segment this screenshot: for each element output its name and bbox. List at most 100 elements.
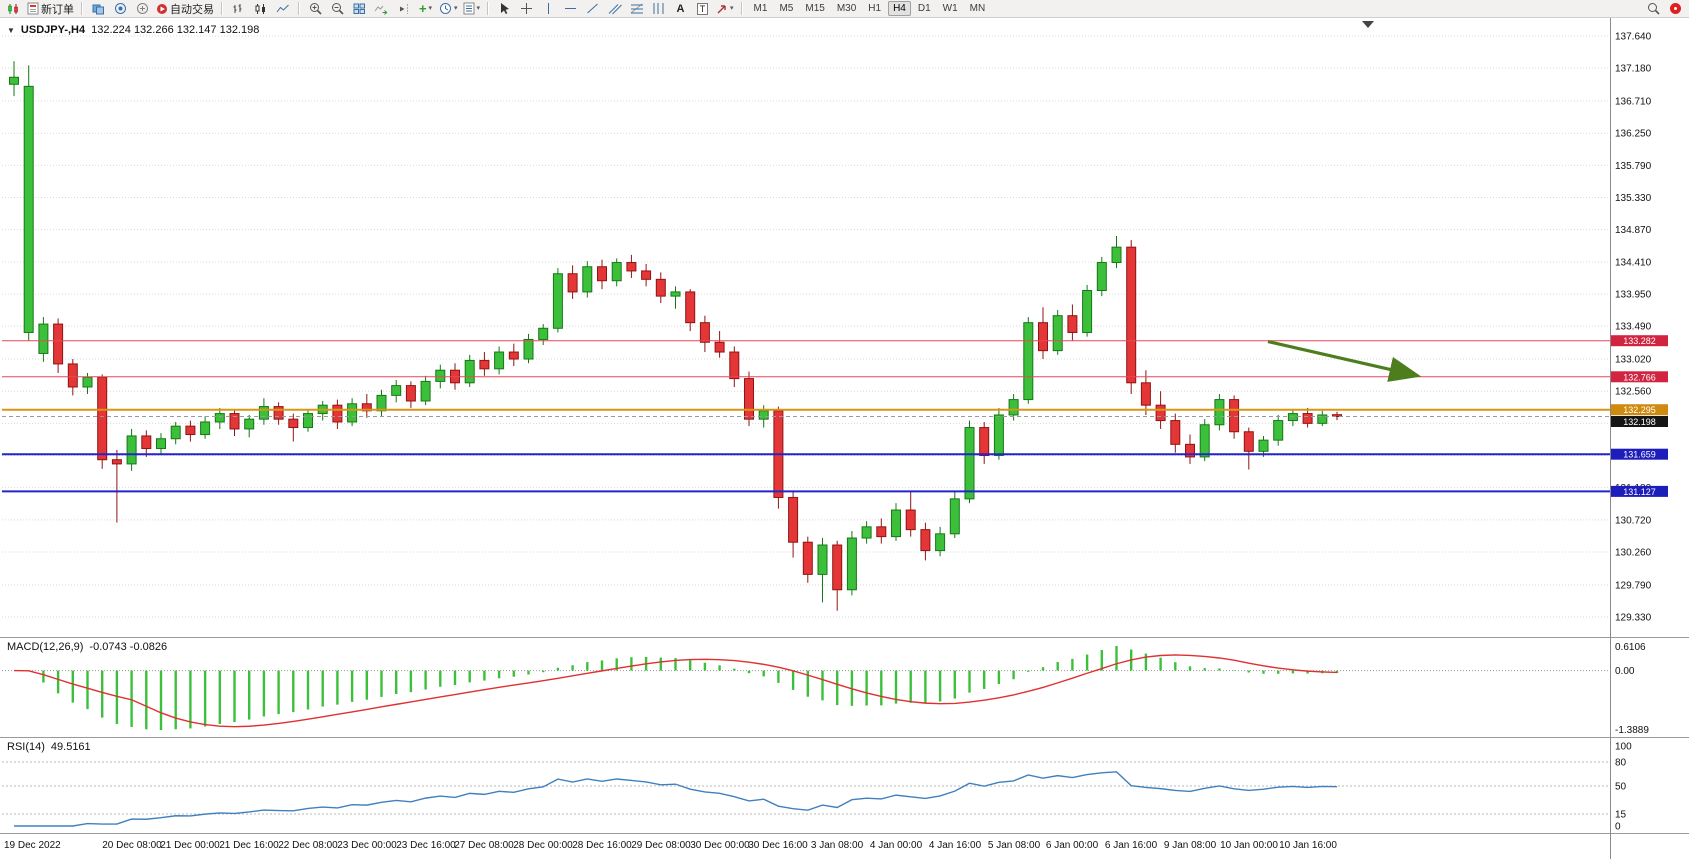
price-chart-panel[interactable]: 137.640 137.180 136.710 136.250 135.790 135.3… [0, 18, 1689, 637]
candle-body [758, 410, 769, 420]
indicators-button[interactable]: + ▾ [415, 1, 436, 17]
notification-button[interactable] [1665, 1, 1686, 17]
zoom-out-button[interactable] [327, 1, 348, 17]
rsi-panel[interactable]: 100 80 50 15 0 RSI(14) 49.5161 [0, 737, 1689, 833]
svg-text:-1.3889: -1.3889 [1615, 725, 1649, 736]
arrows-tool-button[interactable]: ▾ [714, 1, 736, 17]
candle-body [229, 413, 240, 430]
timeframe-m1-button[interactable]: M1 [753, 3, 768, 14]
candle-body [1273, 420, 1284, 441]
candle-body [729, 351, 740, 380]
rsi-header: RSI(14) 49.5161 [7, 741, 91, 753]
profiles-button[interactable] [88, 1, 109, 17]
candle-body [1052, 315, 1063, 352]
time-axis-label: 9 Jan 08:00 [1163, 840, 1217, 851]
search-button[interactable] [1643, 1, 1664, 17]
zoom-in-button[interactable] [305, 1, 326, 17]
trendline-tool-button[interactable] [582, 1, 603, 17]
timeframe-mn-button[interactable]: MN [969, 3, 986, 14]
chart-shift-button[interactable] [393, 1, 414, 17]
tile-windows-button[interactable] [349, 1, 370, 17]
candle-body [1155, 404, 1166, 422]
macd-values: -0.0743 -0.0826 [89, 641, 168, 653]
periods-button[interactable]: ▾ [437, 1, 460, 17]
price-chart-canvas[interactable]: 137.640 137.180 136.710 136.250 135.790 135.3… [0, 18, 1689, 637]
chart-window-icon[interactable] [3, 1, 24, 17]
svg-text:133.020: 133.020 [1615, 355, 1652, 366]
symbol-dropdown-icon[interactable]: ▼ [7, 26, 15, 35]
candle-body [1067, 315, 1078, 333]
crosshair-tool-button[interactable] [516, 1, 537, 17]
chevron-down-icon: ▾ [730, 5, 734, 12]
time-axis-label: 19 Dec 2022 [4, 840, 61, 851]
chart-shift-marker[interactable] [1362, 21, 1374, 28]
rsi-canvas[interactable]: 100 80 50 150 [0, 738, 1689, 833]
timeframe-w1-button[interactable]: W1 [942, 3, 958, 14]
line-chart-button[interactable] [272, 1, 293, 17]
trend-arrow-object[interactable] [1267, 339, 1422, 382]
price-tag: 132.766 [1611, 371, 1668, 383]
candle-body [9, 76, 19, 85]
fibonacci-tool-button[interactable] [626, 1, 647, 17]
time-axis-label: 6 Jan 00:00 [1045, 840, 1099, 851]
candle-body [699, 322, 710, 343]
vertical-line-tool-button[interactable] [538, 1, 559, 17]
svg-text:133.950: 133.950 [1615, 290, 1652, 301]
timeframe-h4-button[interactable]: H4 [888, 1, 911, 16]
candle-body [38, 323, 49, 354]
macd-panel[interactable]: 0.6106 0.00 -1.3889 MACD(12,26,9) -0.0743 … [0, 637, 1689, 737]
cycle-lines-tool-button[interactable] [648, 1, 669, 17]
label-tool-button[interactable]: T [692, 1, 713, 17]
candle-body [1023, 322, 1034, 401]
timeframe-m30-button[interactable]: M30 [836, 3, 857, 14]
candle-body [53, 323, 64, 365]
news-button[interactable] [132, 1, 153, 17]
candle-body [1185, 443, 1195, 458]
candle-body [141, 435, 152, 450]
auto-trading-button[interactable]: 自动交易 [154, 1, 216, 17]
timeframe-m15-button[interactable]: M15 [805, 3, 825, 14]
cursor-tool-button[interactable] [494, 1, 515, 17]
text-tool-button[interactable]: A [670, 1, 691, 17]
svg-text:137.180: 137.180 [1615, 64, 1652, 75]
candle-body [861, 526, 872, 539]
candle-body [979, 427, 990, 457]
candle-body [597, 266, 607, 282]
candle-body [788, 496, 799, 543]
svg-text:132.560: 132.560 [1615, 387, 1652, 398]
svg-text:0: 0 [1615, 822, 1621, 833]
channel-tool-button[interactable] [604, 1, 625, 17]
horizontal-line-tool-button[interactable] [560, 1, 581, 17]
notification-icon [1670, 3, 1681, 14]
new-order-button[interactable]: 新订单 [25, 1, 76, 17]
time-axis[interactable]: 19 Dec 2022 20 Dec 08:00 21 Dec 00:00 21 De… [0, 833, 1689, 859]
chevron-down-icon: ▾ [454, 5, 458, 12]
auto-scroll-button[interactable] [371, 1, 392, 17]
price-tag: 132.198 [1611, 416, 1668, 428]
macd-header: MACD(12,26,9) -0.0743 -0.0826 [7, 641, 167, 653]
macd-canvas[interactable]: 0.6106 0.00 -1.3889 [0, 638, 1689, 737]
timeframe-d1-button[interactable]: D1 [917, 3, 931, 14]
candle-body [567, 273, 578, 293]
toolbar-separator [298, 2, 300, 15]
svg-text:131.659: 131.659 [1623, 450, 1656, 460]
candle-body [655, 278, 666, 297]
candlestick-chart-button[interactable] [250, 1, 271, 17]
candle-body [214, 413, 225, 423]
svg-text:0.6106: 0.6106 [1615, 642, 1646, 653]
price-tag: 133.282 [1611, 335, 1668, 347]
templates-button[interactable]: ▾ [461, 1, 483, 17]
svg-text:130.720: 130.720 [1615, 515, 1652, 526]
timeframe-m5-button[interactable]: M5 [779, 3, 794, 14]
alerts-button[interactable] [110, 1, 131, 17]
candle-body [200, 421, 211, 436]
time-axis-label: 23 Dec 00:00 [337, 840, 397, 851]
candle-body [670, 291, 681, 297]
timeframe-h1-button[interactable]: H1 [868, 3, 882, 14]
candle-body [582, 266, 593, 293]
candle-body [641, 270, 652, 280]
auto-trading-icon [157, 3, 167, 14]
candle-body [435, 369, 446, 382]
bar-chart-button[interactable] [228, 1, 249, 17]
candle-body [1140, 382, 1151, 406]
